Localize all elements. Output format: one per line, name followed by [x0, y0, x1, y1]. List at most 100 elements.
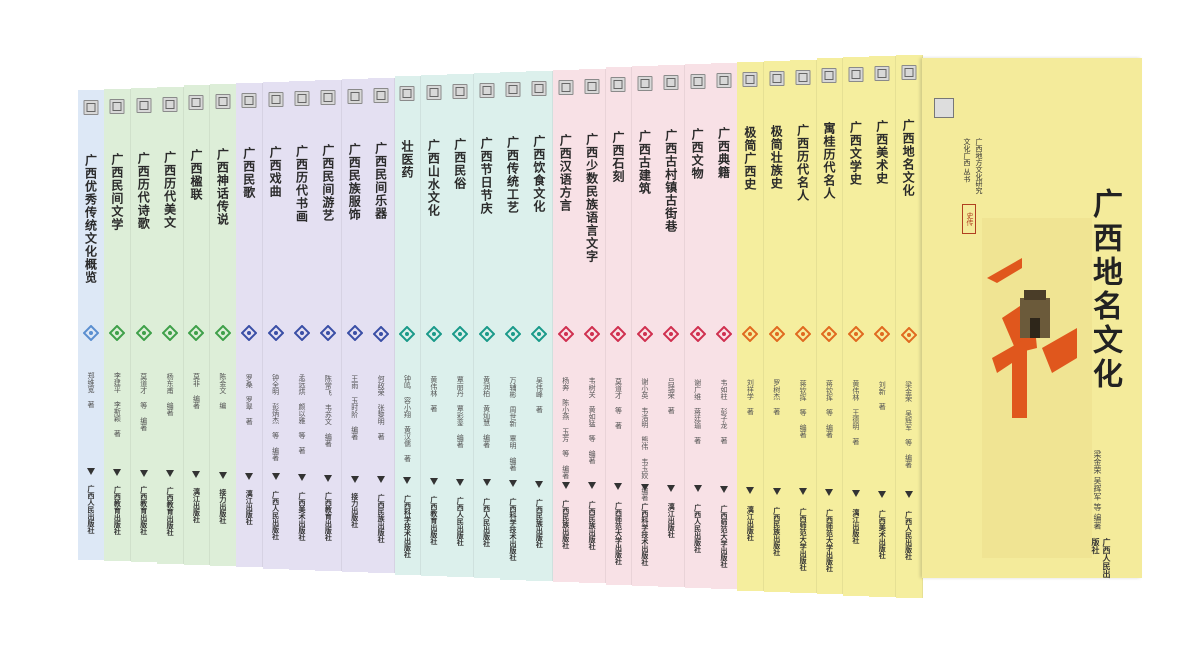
book-publisher: 广西科学技术出版社 — [508, 498, 517, 562]
series-logo-icon — [901, 65, 917, 80]
publisher-logo-icon — [297, 474, 306, 482]
series-logo-icon — [742, 71, 758, 87]
series-logo-icon — [637, 76, 653, 92]
wave-ornament-icon — [241, 325, 258, 342]
book-spine: 广西民族服饰王雨 玉时阶 编著接力出版社 — [341, 78, 369, 573]
book-author: 钟鸣 容小翔 黄汉儒 著 — [403, 375, 412, 463]
publisher-logo-icon — [139, 469, 148, 477]
series-logo-icon — [934, 98, 954, 118]
publisher-logo-icon — [86, 468, 95, 475]
book-title: 广西石刻 — [610, 131, 625, 184]
antler-ornament-icon — [768, 326, 785, 343]
book-publisher: 广西民族出版社 — [588, 500, 597, 550]
book-author: 杨奔 陈小燕 玉芳 等 编著 — [561, 377, 570, 480]
series-logo-icon — [373, 87, 389, 103]
book-title: 广西神话传说 — [215, 148, 230, 227]
book-author: 谢广维 蒋廷瑜 著 — [693, 378, 702, 444]
publisher-logo-icon — [719, 486, 728, 494]
series-logo-icon — [610, 77, 626, 93]
book-author: 梁金荣 吴辉军 等 编著 — [904, 380, 913, 468]
front-cover: 文化广西 丛书 广西地方文化研究 史传 广西地名文化 梁金荣 吴辉军 等 编著 … — [922, 58, 1142, 578]
publisher-logo-icon — [350, 475, 359, 483]
book-title: 广西楹联 — [188, 149, 203, 202]
book-title: 广西地名文化 — [901, 119, 916, 197]
book-author: 覃丽丹 覃彩銮 编著 — [456, 375, 465, 448]
book-title: 壮医药 — [399, 140, 414, 180]
series-logo-icon — [795, 69, 811, 85]
hook-ornament-icon — [373, 325, 390, 342]
front-publisher: 广西人民出版社 — [1091, 538, 1111, 578]
publisher-logo-icon — [799, 488, 808, 496]
book-author: 蒋钦挥 等 编著 — [799, 379, 808, 438]
book-author: 钟全明 彭炳杰 等 编著 — [271, 373, 280, 461]
publisher-logo-icon — [535, 480, 544, 488]
series-logo-icon — [320, 89, 336, 105]
book-spine: 广西民歌 罗桑 罗翠 著漓江出版社 — [236, 83, 264, 568]
book-spine: 广西戏曲 钟全明 彭炳杰 等 编著 广西人民出版社 — [262, 82, 290, 569]
book-title: 广西民歌 — [241, 147, 256, 200]
book-spine: 广西历代美文 杨东甫 编著 广西教育出版社 — [157, 86, 184, 564]
dancer-ornament-icon — [874, 326, 891, 343]
mountain-ornament-icon — [425, 325, 442, 342]
publisher-logo-icon — [482, 479, 491, 487]
book-title: 广西少数民族语言文字 — [584, 132, 599, 263]
publisher-logo-icon — [825, 489, 834, 497]
book-author: 蒋钦挥 等 编著 — [825, 379, 834, 438]
book-author: 孟远烘 颜以雅 等 著 — [297, 374, 306, 455]
book-spine: 广西山水文化 黄伟林 著广西教育出版社 — [420, 75, 448, 576]
snow-ornament-icon — [663, 326, 680, 343]
series-logo-icon — [874, 66, 890, 82]
book-title: 广西文物 — [690, 128, 705, 181]
book-title: 广西古建筑 — [637, 130, 652, 196]
book-title: 广西优秀传统文化概览 — [83, 154, 98, 284]
book-publisher: 广西人民出版社 — [693, 504, 702, 554]
series-logo-icon — [821, 68, 837, 84]
knot-ornament-icon — [135, 325, 152, 342]
book-title: 广西传统工艺 — [505, 135, 520, 214]
book-title: 广西美术史 — [874, 120, 889, 186]
front-series-line-2: 广西地方文化研究 — [975, 138, 983, 194]
book-author: 黄伟林 王德明 著 — [851, 380, 860, 446]
book-spine: 广西饮食文化 吴伟峰 著广西民族出版社 — [526, 70, 554, 581]
bird-ornament-icon — [320, 325, 337, 342]
book-title: 广西古村镇古街巷 — [663, 129, 678, 234]
publisher-logo-icon — [588, 482, 597, 490]
book-author: 何政荣 张黎明 著 — [377, 375, 386, 441]
series-logo-icon — [663, 75, 679, 91]
book-author: 罗桑 罗翠 著 — [245, 373, 254, 425]
book-spine: 广西楹联 莫非 编著 漓江出版社 — [183, 85, 211, 565]
book-title: 广西民间游艺 — [320, 143, 335, 222]
book-author: 莫道才 等 著 — [614, 377, 623, 429]
book-title: 广西民族服饰 — [347, 142, 362, 221]
series-logo-icon — [690, 74, 706, 90]
publisher-logo-icon — [693, 485, 702, 493]
medallion-ornament-icon — [689, 326, 706, 343]
book-spine: 广西节日节庆 黄润柏 黄灿慧 编著 广西人民出版社 — [473, 73, 501, 579]
book-publisher: 广西教育出版社 — [139, 486, 148, 536]
publisher-logo-icon — [667, 484, 676, 492]
publisher-logo-icon — [192, 471, 201, 478]
leaf-ornament-icon — [109, 325, 126, 342]
book-publisher: 漓江出版社 — [667, 503, 676, 539]
front-title: 广西地名文化 — [1087, 188, 1122, 392]
book-title: 广西山水文化 — [426, 139, 441, 218]
book-publisher: 接力出版社 — [350, 493, 359, 529]
book-author: 黄伟林 著 — [429, 375, 438, 412]
book-spine: 广西文物谢广维 蒋廷瑜 著广西人民出版社 — [684, 64, 712, 589]
seal-stamp: 史传 — [962, 204, 976, 234]
series-logo-icon — [215, 94, 231, 110]
publisher-logo-icon — [429, 477, 438, 485]
book-author: 王雨 玉时阶 编著 — [350, 374, 359, 440]
book-spine: 广西少数民族语言文字韦树关 黄如猛 等 编著广西民族出版社 — [579, 68, 606, 584]
book-title: 广西节日节庆 — [479, 137, 494, 216]
book-title: 广西民间文学 — [109, 152, 124, 231]
series-logo-icon — [584, 78, 600, 94]
book-spine: 广西民间游艺 陈常飞 韦苏文 编著 广西教育出版社 — [315, 79, 343, 572]
series-logo-icon — [109, 98, 125, 114]
cover-pattern-icon — [982, 218, 1092, 558]
book-publisher: 广西民族出版社 — [561, 500, 570, 550]
book-author: 韦树关 黄如猛 等 编著 — [588, 377, 597, 465]
book-spine: 广西民间乐器 何政荣 张黎明 著广西民族出版社 — [368, 77, 395, 574]
fish-ornament-icon — [742, 326, 759, 343]
